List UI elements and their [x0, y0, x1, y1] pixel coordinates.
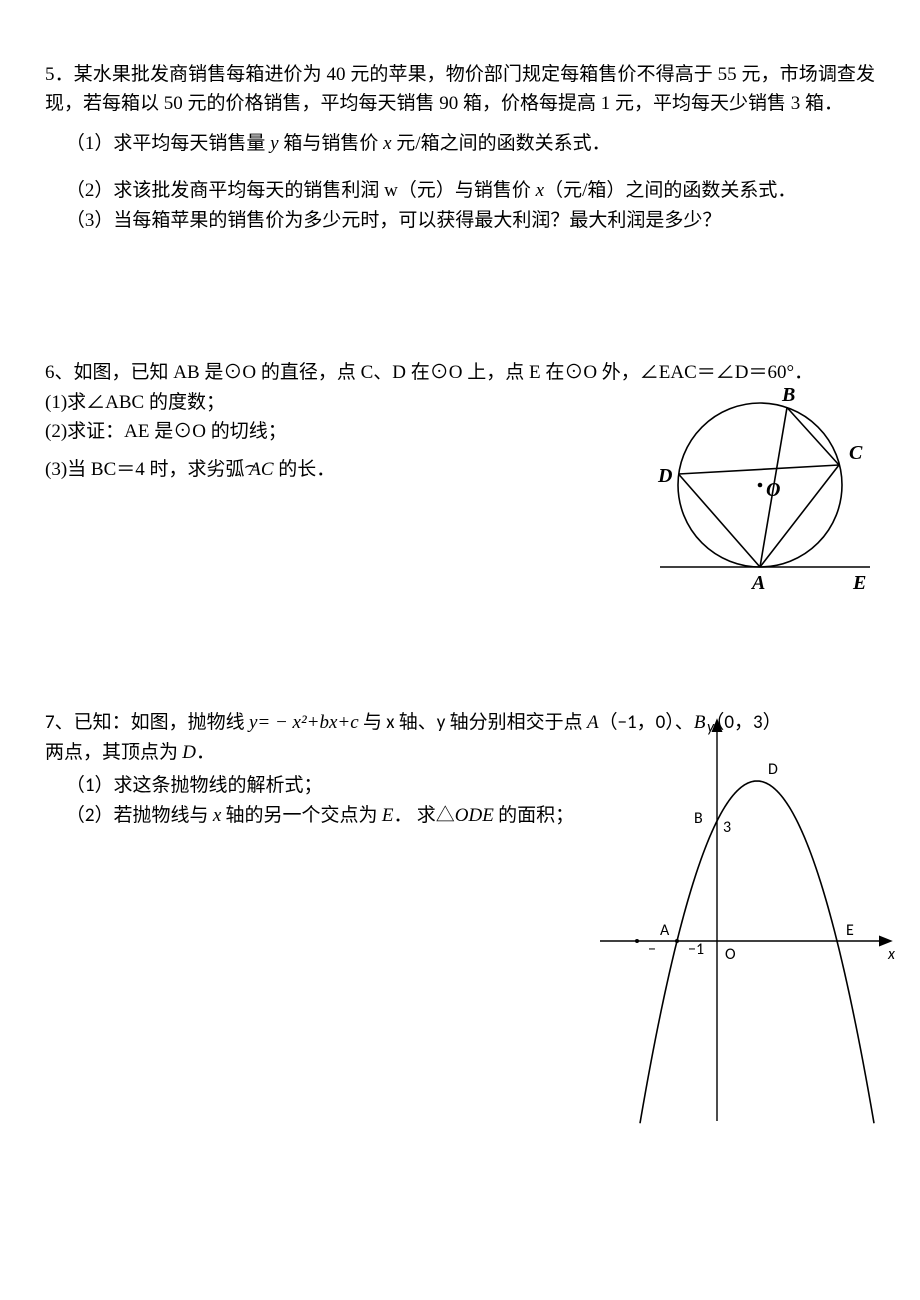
p7-intro-mid: 与 x 轴、y 轴分别相交于点: [359, 711, 587, 734]
svg-text:B: B: [781, 384, 795, 406]
problem-6: 6、如图，已知 AB 是⊙O 的直径，点 C、D 在⊙O 上，点 E 在⊙O 外…: [45, 358, 875, 588]
problem-7: 7、已知：如图，抛物线 y= − x²+bx+c 与 x 轴、y 轴分别相交于点…: [45, 708, 875, 1138]
p7-q2-var: x: [213, 805, 221, 826]
p5-intro: 5．某水果批发商销售每箱进价为 40 元的苹果，物价部门规定每箱售价不得高于 5…: [45, 60, 875, 119]
svg-text:3: 3: [723, 818, 731, 837]
p5-q1-post: 元/箱之间的函数关系式．: [392, 133, 611, 154]
svg-text:B: B: [694, 809, 703, 828]
p6-q3-post: 的长．: [274, 459, 336, 480]
svg-text:A: A: [660, 921, 670, 940]
parabola-diagram: x y O A B D E 3 −1 −: [595, 716, 900, 1136]
p7-q2-post: ． 求△: [393, 804, 454, 827]
p6-figure: A B C D O E: [650, 380, 880, 595]
svg-text:O: O: [766, 479, 780, 501]
p5-q2-post: （元/箱）之间的函数关系式．: [544, 180, 796, 201]
p5-q3: （3）当每箱苹果的销售价为多少元时，可以获得最大利润？最大利润是多少？: [45, 206, 875, 235]
p7-intro-pre: 7、已知：如图，抛物线: [45, 711, 249, 734]
p7-q2-end: 的面积；: [494, 804, 574, 827]
svg-text:y: y: [707, 718, 715, 737]
p7-D: D: [182, 742, 196, 763]
svg-text:E: E: [852, 572, 866, 594]
p7-figure: x y O A B D E 3 −1 −: [595, 716, 900, 1136]
p7-q2-E: E: [382, 805, 394, 826]
svg-text:O: O: [725, 945, 736, 964]
p7-period: ．: [196, 741, 215, 764]
p6-q3-pre: (3)当 BC＝4 时，求劣弧: [45, 459, 249, 480]
p5-q1: （1）求平均每天销售量 y 箱与销售价 x 元/箱之间的函数关系式．: [45, 129, 875, 158]
p7-q2-pre: （2）若抛物线与: [66, 804, 213, 827]
svg-text:A: A: [750, 572, 765, 594]
svg-text:x: x: [887, 945, 896, 964]
svg-text:−: −: [648, 940, 656, 959]
circle-diagram: A B C D O E: [650, 380, 880, 595]
p5-q2-var: x: [536, 180, 544, 201]
p7-eq: y= − x²+bx+c: [249, 712, 359, 733]
svg-text:D: D: [768, 760, 778, 779]
svg-text:−1: −1: [688, 940, 704, 959]
svg-text:C: C: [849, 442, 863, 464]
svg-text:E: E: [846, 921, 854, 940]
p5-q1-var-x: x: [383, 133, 391, 154]
p7-intro-post: 两点，其顶点为: [45, 741, 182, 764]
p7-q2-ODE: ODE: [455, 805, 494, 826]
p5-q1-pre: （1）求平均每天销售量: [66, 133, 270, 154]
problem-5: 5．某水果批发商销售每箱进价为 40 元的苹果，物价部门规定每箱售价不得高于 5…: [45, 60, 875, 235]
p5-q1-var-y: y: [270, 133, 278, 154]
p7-q2-mid: 轴的另一个交点为: [221, 804, 382, 827]
p5-q1-mid: 箱与销售价: [279, 133, 384, 154]
p5-q2: （2）求该批发商平均每天的销售利润 w（元）与销售价 x（元/箱）之间的函数关系…: [45, 176, 875, 205]
svg-text:D: D: [657, 465, 672, 487]
p5-q2-pre: （2）求该批发商平均每天的销售利润 w（元）与销售价: [66, 180, 536, 201]
